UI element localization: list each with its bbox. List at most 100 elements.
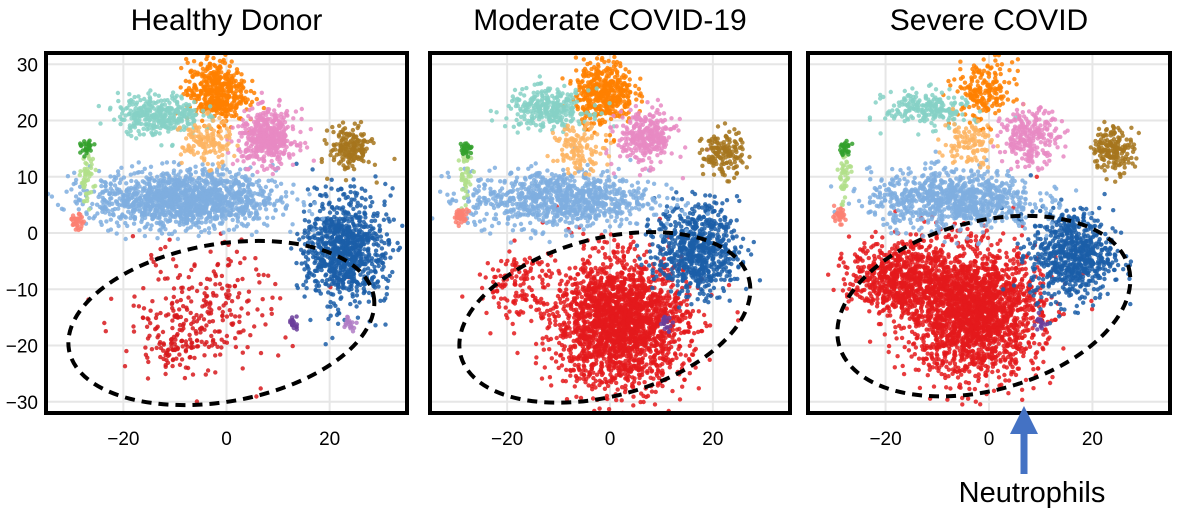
data-point: [210, 175, 215, 180]
data-point: [307, 270, 312, 275]
data-point: [83, 147, 89, 152]
data-point: [178, 297, 183, 303]
data-point: [149, 195, 155, 200]
data-point: [365, 247, 371, 253]
data-point: [183, 318, 189, 323]
data-point: [178, 152, 184, 157]
data-point: [234, 224, 239, 229]
data-point: [136, 94, 141, 99]
data-point: [171, 160, 177, 165]
data-point: [339, 234, 344, 239]
data-point: [367, 231, 372, 236]
data-point: [131, 329, 137, 334]
data-point: [341, 192, 346, 197]
data-point: [233, 336, 238, 341]
data-point: [263, 184, 269, 190]
data-point: [239, 154, 244, 159]
data-point: [268, 144, 273, 149]
data-point: [319, 264, 324, 269]
data-point: [362, 247, 367, 252]
data-point: [327, 230, 333, 235]
data-point: [199, 208, 204, 214]
data-point: [261, 221, 267, 226]
data-point: [246, 126, 252, 132]
data-point: [257, 280, 262, 285]
data-point: [172, 117, 177, 123]
data-point: [320, 216, 326, 221]
data-point: [269, 311, 274, 316]
data-point: [207, 210, 212, 215]
data-point: [138, 98, 143, 103]
data-point: [200, 108, 206, 114]
data-point: [264, 150, 269, 155]
data-point: [197, 204, 203, 210]
data-point: [116, 206, 121, 211]
data-point: [186, 86, 192, 91]
data-point: [304, 286, 309, 291]
data-point: [190, 326, 195, 331]
data-point: [217, 306, 222, 311]
data-point: [213, 187, 218, 193]
data-point: [142, 104, 148, 110]
data-point: [185, 365, 191, 371]
data-point: [357, 222, 363, 227]
data-point: [173, 337, 178, 342]
data-point: [285, 138, 290, 144]
data-point: [382, 240, 387, 246]
data-point: [312, 185, 317, 190]
data-point: [115, 169, 121, 174]
data-point: [348, 275, 353, 280]
data-point: [178, 85, 183, 90]
data-point: [313, 287, 318, 293]
data-point: [95, 211, 100, 216]
data-point: [161, 342, 166, 347]
data-point: [213, 282, 218, 287]
data-point: [371, 214, 376, 219]
data-point: [235, 158, 240, 163]
data-point: [216, 133, 221, 138]
data-point: [336, 280, 341, 286]
data-point: [272, 201, 277, 206]
data-point: [160, 329, 166, 335]
data-point: [188, 172, 193, 177]
data-point: [187, 167, 193, 173]
data-point: [324, 128, 330, 133]
data-point: [191, 59, 197, 64]
data-point: [266, 196, 272, 201]
data-point: [185, 120, 190, 126]
data-point: [225, 95, 231, 100]
data-point: [235, 143, 240, 148]
data-point: [246, 154, 252, 159]
data-point: [107, 107, 113, 112]
data-point: [318, 226, 323, 231]
data-point: [189, 68, 194, 73]
data-point: [244, 142, 249, 147]
data-point: [154, 208, 159, 213]
data-point: [194, 178, 200, 183]
data-point: [134, 100, 140, 105]
data-point: [199, 339, 204, 344]
data-point: [234, 67, 240, 72]
data-point: [371, 235, 376, 241]
panel-title: Healthy Donor: [131, 4, 323, 37]
data-point: [348, 268, 353, 274]
data-point: [164, 118, 169, 124]
data-point: [179, 338, 185, 344]
data-point: [328, 152, 333, 158]
data-point: [179, 357, 185, 362]
data-point: [212, 202, 217, 207]
data-point: [69, 187, 74, 192]
data-point: [281, 115, 287, 120]
data-point: [231, 178, 236, 183]
data-point: [254, 201, 259, 206]
data-point: [266, 178, 271, 183]
data-point: [142, 205, 147, 210]
data-point: [372, 162, 378, 167]
data-point: [261, 135, 267, 140]
data-point: [110, 207, 115, 213]
data-point: [375, 260, 381, 265]
data-point: [336, 134, 342, 139]
data-point: [188, 146, 194, 151]
data-point: [210, 83, 215, 89]
data-point: [76, 197, 82, 202]
